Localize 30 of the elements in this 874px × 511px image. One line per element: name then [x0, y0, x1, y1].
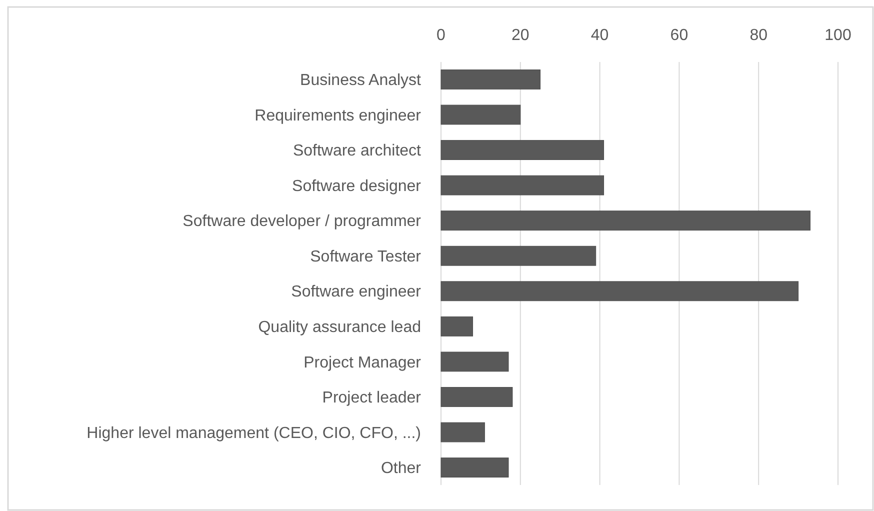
bar [440, 140, 604, 160]
x-tick-label: 80 [750, 27, 768, 44]
y-tick-label: Quality assurance lead [258, 319, 421, 336]
y-tick-label: Software architect [292, 142, 422, 160]
y-tick-label: Other [380, 460, 422, 478]
bar [440, 175, 604, 196]
x-tick-label: 40 [590, 27, 609, 44]
y-tick-label: Software developer / programmer [182, 213, 422, 230]
bar [440, 281, 799, 302]
y-tick-label: Software designer [292, 178, 422, 195]
y-tick-label: Software Tester [310, 248, 422, 266]
y-tick-label: Software engineer [291, 284, 422, 301]
bar [440, 458, 509, 478]
y-tick-label: Business Analyst [300, 72, 422, 90]
bar [440, 387, 513, 407]
bar [440, 246, 596, 266]
bar [440, 422, 485, 442]
y-tick-label: Requirements engineer [254, 107, 422, 124]
x-tick-label: 100 [824, 27, 852, 44]
bar [440, 70, 540, 90]
x-tick-label: 0 [436, 27, 446, 44]
y-tick-label: Higher level management (CEO, CIO, CFO, ...) [86, 424, 421, 442]
y-tick-label: Project leader [322, 390, 422, 407]
x-tick-label: 20 [512, 27, 530, 44]
bar [440, 210, 810, 231]
bar [440, 316, 474, 336]
y-tick-label: Project Manager [304, 354, 422, 372]
bar [440, 352, 509, 372]
bar [440, 104, 521, 125]
x-tick-label: 60 [670, 27, 688, 44]
